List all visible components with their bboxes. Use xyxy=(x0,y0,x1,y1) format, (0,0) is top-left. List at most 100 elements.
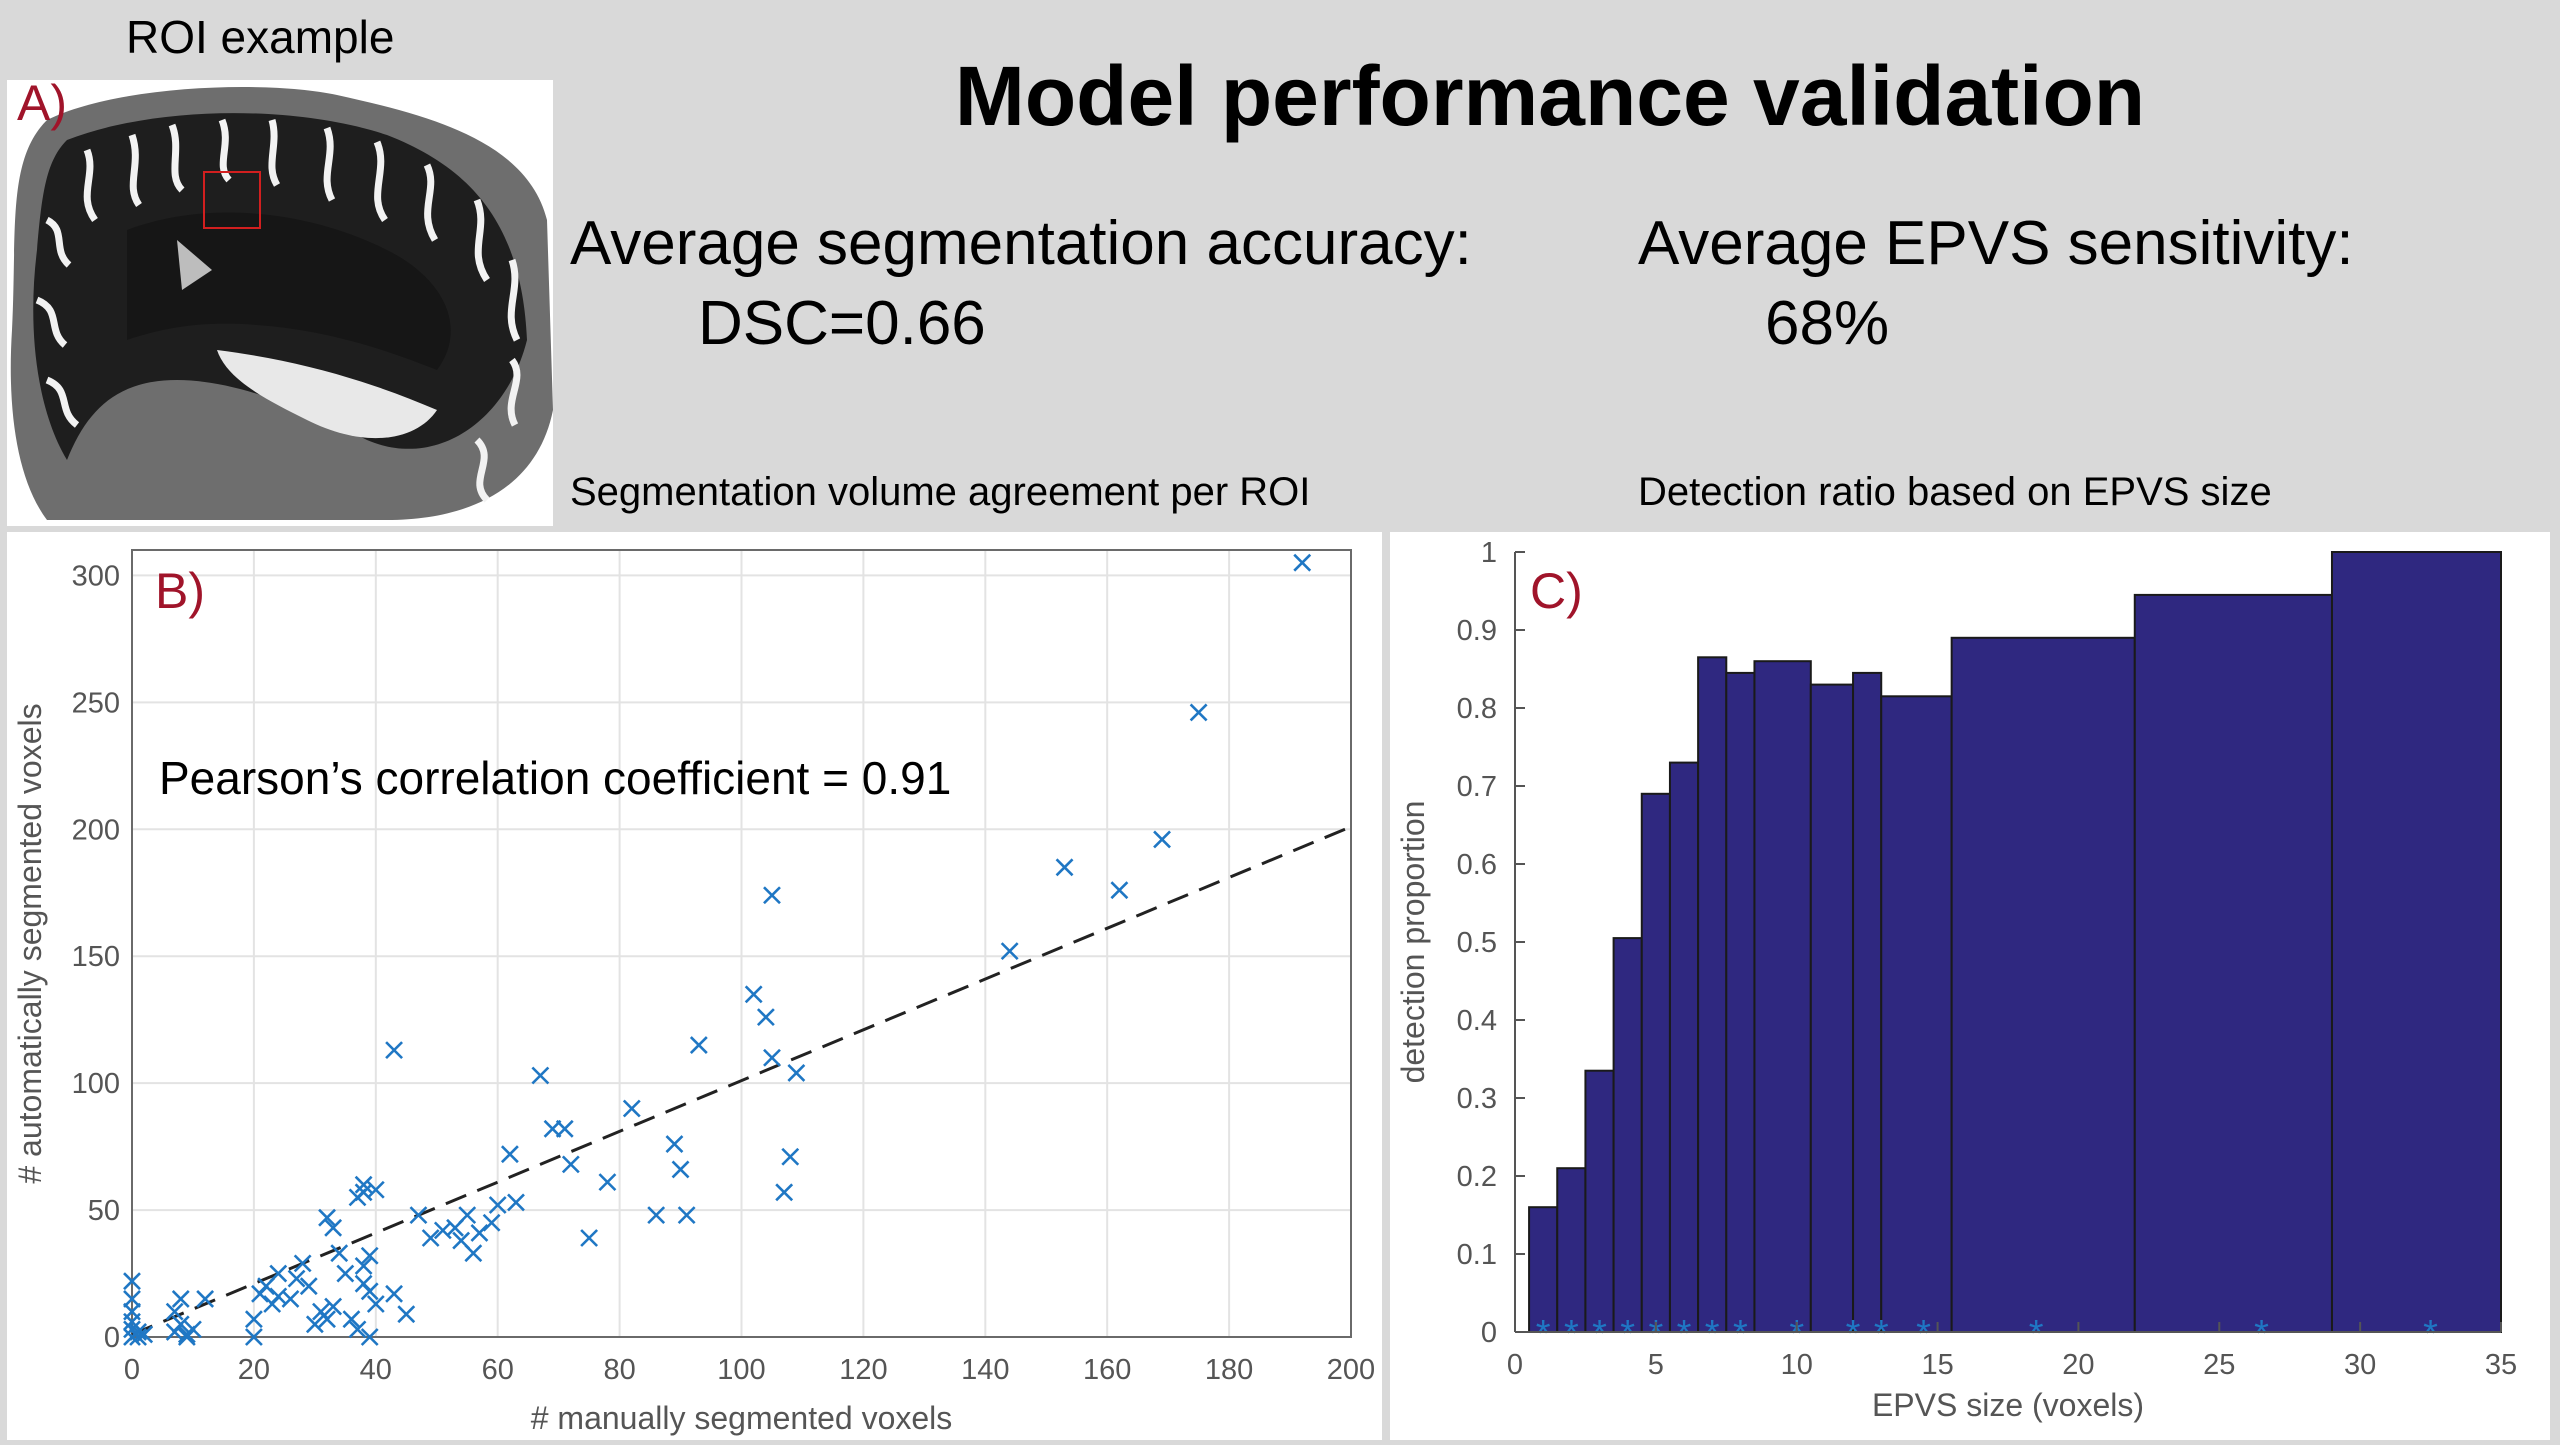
data-point-stroke xyxy=(354,1175,373,1194)
data-point-stroke xyxy=(482,1213,501,1232)
scatter-y-tick-label: 300 xyxy=(72,560,120,592)
data-point xyxy=(665,1135,684,1153)
histogram-bar xyxy=(1753,660,1812,1333)
data-point xyxy=(470,1223,489,1242)
data-point xyxy=(123,1302,141,1321)
scatter-subtitle: Segmentation volume agreement per ROI xyxy=(570,470,1311,514)
data-point xyxy=(458,1206,477,1225)
data-point-stroke xyxy=(385,1041,404,1060)
bar-subtitle: Detection ratio based on EPVS size xyxy=(1638,470,2272,514)
data-point xyxy=(171,1315,190,1334)
size-marker: * xyxy=(1592,1313,1607,1355)
data-point-stroke xyxy=(488,1196,507,1214)
data-point xyxy=(763,1048,781,1067)
data-point xyxy=(1055,858,1074,877)
data-point xyxy=(171,1290,190,1308)
data-point-stroke xyxy=(129,1323,148,1341)
scatter-x-tick-label: 140 xyxy=(961,1354,1009,1386)
data-point xyxy=(598,1173,617,1192)
scatter-x-tick-label: 180 xyxy=(1205,1354,1253,1386)
data-point-stroke xyxy=(433,1221,452,1240)
data-point-stroke xyxy=(287,1269,306,1288)
data-point-stroke xyxy=(244,1328,263,1346)
scatter-x-tick-label: 100 xyxy=(717,1354,765,1386)
panel-label-c: C) xyxy=(1530,563,1583,619)
data-point xyxy=(324,1297,343,1316)
data-point xyxy=(293,1254,312,1273)
accuracy-label: Average segmentation accuracy: xyxy=(570,209,1472,278)
data-point-stroke xyxy=(330,1244,349,1263)
data-point xyxy=(244,1310,263,1329)
data-point xyxy=(647,1206,666,1225)
data-point-stroke xyxy=(165,1302,184,1321)
data-point xyxy=(348,1320,367,1339)
data-point xyxy=(622,1099,641,1118)
data-point xyxy=(360,1328,379,1346)
scatter-x-tick-label: 60 xyxy=(482,1354,514,1386)
data-point-stroke xyxy=(293,1254,312,1273)
data-point xyxy=(354,1175,373,1194)
data-point-stroke xyxy=(1189,703,1208,722)
scatter-panel: 0 20 40 60 80 100 120 140 160 180 200 0 50 100 150 200 2… xyxy=(7,532,1382,1440)
data-point-stroke xyxy=(689,1036,708,1054)
data-point-stroke xyxy=(336,1264,355,1283)
data-point xyxy=(671,1160,690,1179)
data-point xyxy=(1293,553,1312,572)
scatter-x-tick-label: 120 xyxy=(839,1354,887,1386)
data-point xyxy=(763,886,781,905)
data-point-stroke xyxy=(677,1206,696,1225)
data-point-stroke xyxy=(452,1231,471,1250)
data-point-stroke xyxy=(781,1147,800,1166)
histogram-bar xyxy=(1950,636,2136,1334)
data-point xyxy=(366,1180,385,1199)
data-point-stroke xyxy=(763,1048,781,1067)
data-point xyxy=(287,1269,306,1288)
size-marker: * xyxy=(1874,1313,1889,1355)
data-point-stroke xyxy=(775,1183,794,1202)
size-marker: * xyxy=(1564,1313,1579,1355)
data-point xyxy=(464,1244,483,1263)
size-marker: * xyxy=(1705,1313,1720,1355)
panel-label-a: A) xyxy=(17,80,67,131)
data-point xyxy=(561,1155,580,1174)
scatter-y-tick-label: 200 xyxy=(72,814,120,846)
data-point-stroke xyxy=(135,1325,154,1344)
bar-x-tick-label: 5 xyxy=(1648,1349,1664,1381)
size-marker: * xyxy=(1916,1313,1931,1355)
data-point xyxy=(677,1206,696,1225)
panel-label-b: B) xyxy=(155,563,205,619)
histogram-bar xyxy=(2133,593,2333,1333)
data-point-stroke xyxy=(531,1066,550,1085)
data-point xyxy=(135,1325,154,1344)
bar-y-tick-label: 0 xyxy=(1481,1317,1497,1349)
bar-y-tick-label: 0.4 xyxy=(1457,1005,1497,1037)
bar-x-label: EPVS size (voxels) xyxy=(1872,1387,2144,1423)
scatter-x-label: # manually segmented voxels xyxy=(531,1400,953,1436)
size-marker: * xyxy=(2254,1313,2269,1355)
scatter-y-tick-label: 50 xyxy=(88,1195,120,1227)
data-point xyxy=(196,1290,215,1308)
data-point-stroke xyxy=(464,1244,483,1263)
size-marker: * xyxy=(1620,1313,1635,1355)
data-point-stroke xyxy=(744,985,763,1004)
data-point-stroke xyxy=(123,1272,141,1291)
data-point-stroke xyxy=(171,1315,190,1334)
data-point-stroke xyxy=(184,1320,202,1339)
bar-x-tick-label: 20 xyxy=(2062,1349,2094,1381)
data-point-stroke xyxy=(598,1173,617,1192)
bar-y-tick-label: 0.6 xyxy=(1457,849,1497,881)
bar-y-tick-label: 0.2 xyxy=(1457,1161,1497,1193)
data-point xyxy=(269,1264,288,1283)
histogram-bar xyxy=(1725,671,1756,1333)
sensitivity-label: Average EPVS sensitivity: xyxy=(1638,209,2354,278)
data-point xyxy=(354,1256,373,1275)
brain-slice-graphic xyxy=(7,80,553,526)
bar-x-tick-label: 0 xyxy=(1507,1349,1523,1381)
data-point-stroke xyxy=(787,1064,806,1082)
data-point-stroke xyxy=(409,1206,428,1225)
accuracy-value: DSC=0.66 xyxy=(698,289,986,358)
bar-y-tick-label: 0.5 xyxy=(1457,927,1497,959)
data-point-stroke xyxy=(421,1229,440,1247)
data-point-stroke xyxy=(318,1310,336,1329)
data-point-stroke xyxy=(622,1099,641,1118)
